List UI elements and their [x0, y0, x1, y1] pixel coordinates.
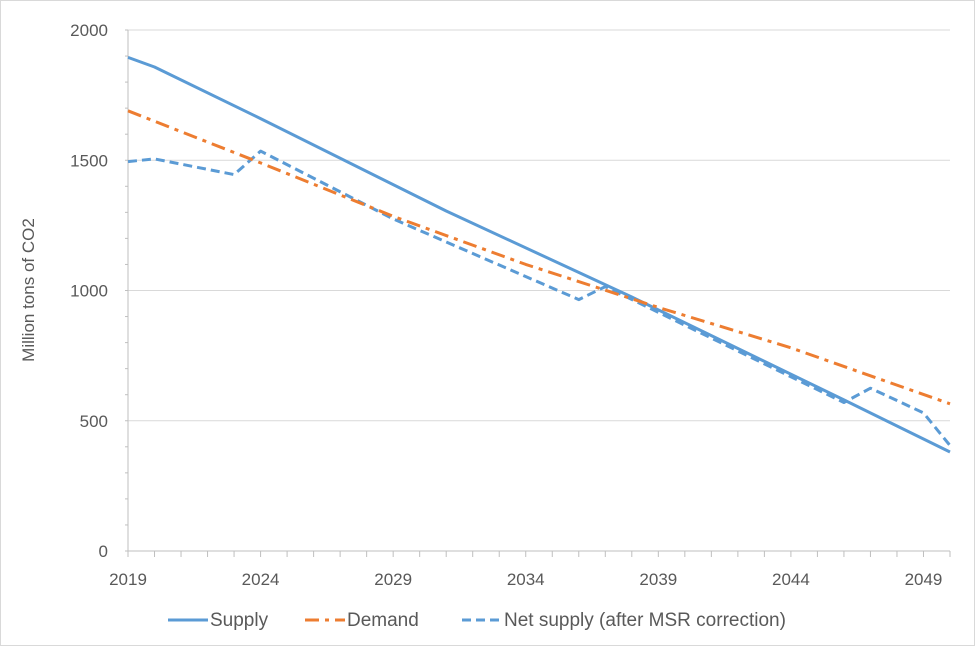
axes [125, 29, 951, 557]
y-tick-label: 1000 [70, 282, 108, 301]
gridlines [128, 29, 950, 422]
series-line-net [127, 149, 952, 447]
y-tick-labels: 0 500 1000 1500 2000 [70, 21, 108, 561]
y-tick-label: 0 [99, 542, 108, 561]
legend-label: Supply [210, 610, 269, 631]
y-tick-label: 2000 [70, 21, 108, 40]
x-tick-label: 2019 [109, 570, 147, 589]
x-tick-label: 2049 [905, 570, 943, 589]
legend: Supply Demand Net supply (after MSR correc… [168, 610, 786, 631]
x-tick-label: 2029 [374, 570, 412, 589]
y-tick-label: 500 [80, 412, 108, 431]
y-axis-title: Million tons of CO2 [19, 218, 38, 362]
series-line-supply [127, 55, 951, 454]
x-tick-labels: 2019 2024 2029 2034 2039 2044 2049 [109, 570, 942, 589]
legend-label: Net supply (after MSR correction) [504, 610, 786, 631]
x-tick-label: 2039 [639, 570, 677, 589]
x-tick-label: 2024 [242, 570, 280, 589]
series-line-demand [127, 109, 951, 406]
y-tick-label: 1500 [70, 151, 108, 170]
x-tick-label: 2034 [507, 570, 545, 589]
legend-label: Demand [347, 610, 419, 631]
x-tick-label: 2044 [772, 570, 810, 589]
series-lines [127, 55, 952, 454]
